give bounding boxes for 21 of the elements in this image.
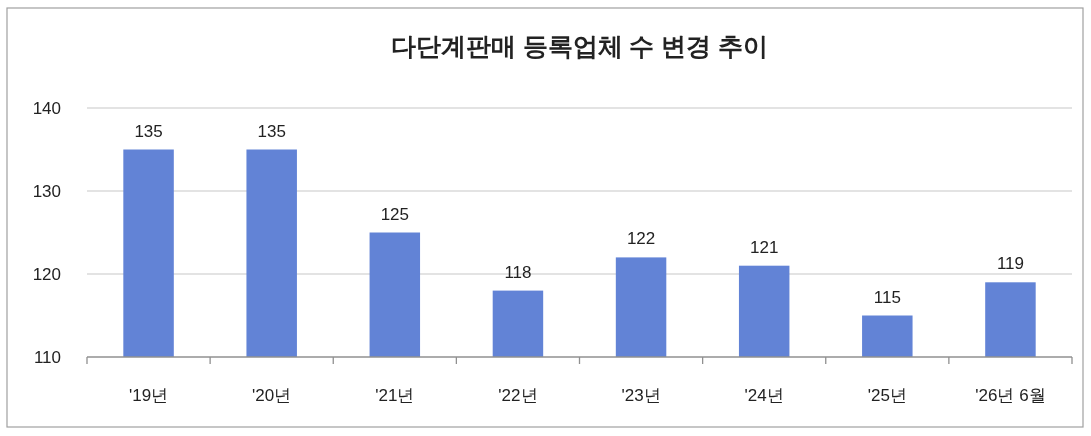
data-label: 122 — [626, 229, 656, 249]
data-label: 135 — [257, 121, 286, 141]
x-tick-label: '22년 — [498, 386, 538, 405]
x-tick-label: '25년 — [867, 386, 907, 405]
x-tick-label: '24년 — [744, 386, 784, 405]
data-label: 115 — [873, 287, 901, 307]
data-label: 118 — [504, 262, 532, 282]
x-tick-label: '19년 — [129, 386, 169, 405]
data-label: 125 — [380, 204, 409, 224]
x-tick-label: '26년 6월 — [975, 386, 1046, 405]
y-tick-label: 130 — [32, 182, 61, 201]
data-label: 121 — [750, 237, 779, 257]
data-label: 119 — [996, 254, 1024, 274]
y-tick-label: 110 — [33, 348, 61, 367]
x-tick-label: '23년 — [621, 386, 661, 405]
y-tick-label: 140 — [32, 99, 61, 118]
data-label: 135 — [134, 121, 163, 141]
title: 다단계판매 등록업체 수 변경 추이 — [390, 32, 769, 60]
y-tick-label: 120 — [32, 265, 61, 284]
x-tick-label: '20년 — [252, 386, 292, 405]
x-tick-label: '21년 — [375, 386, 415, 405]
